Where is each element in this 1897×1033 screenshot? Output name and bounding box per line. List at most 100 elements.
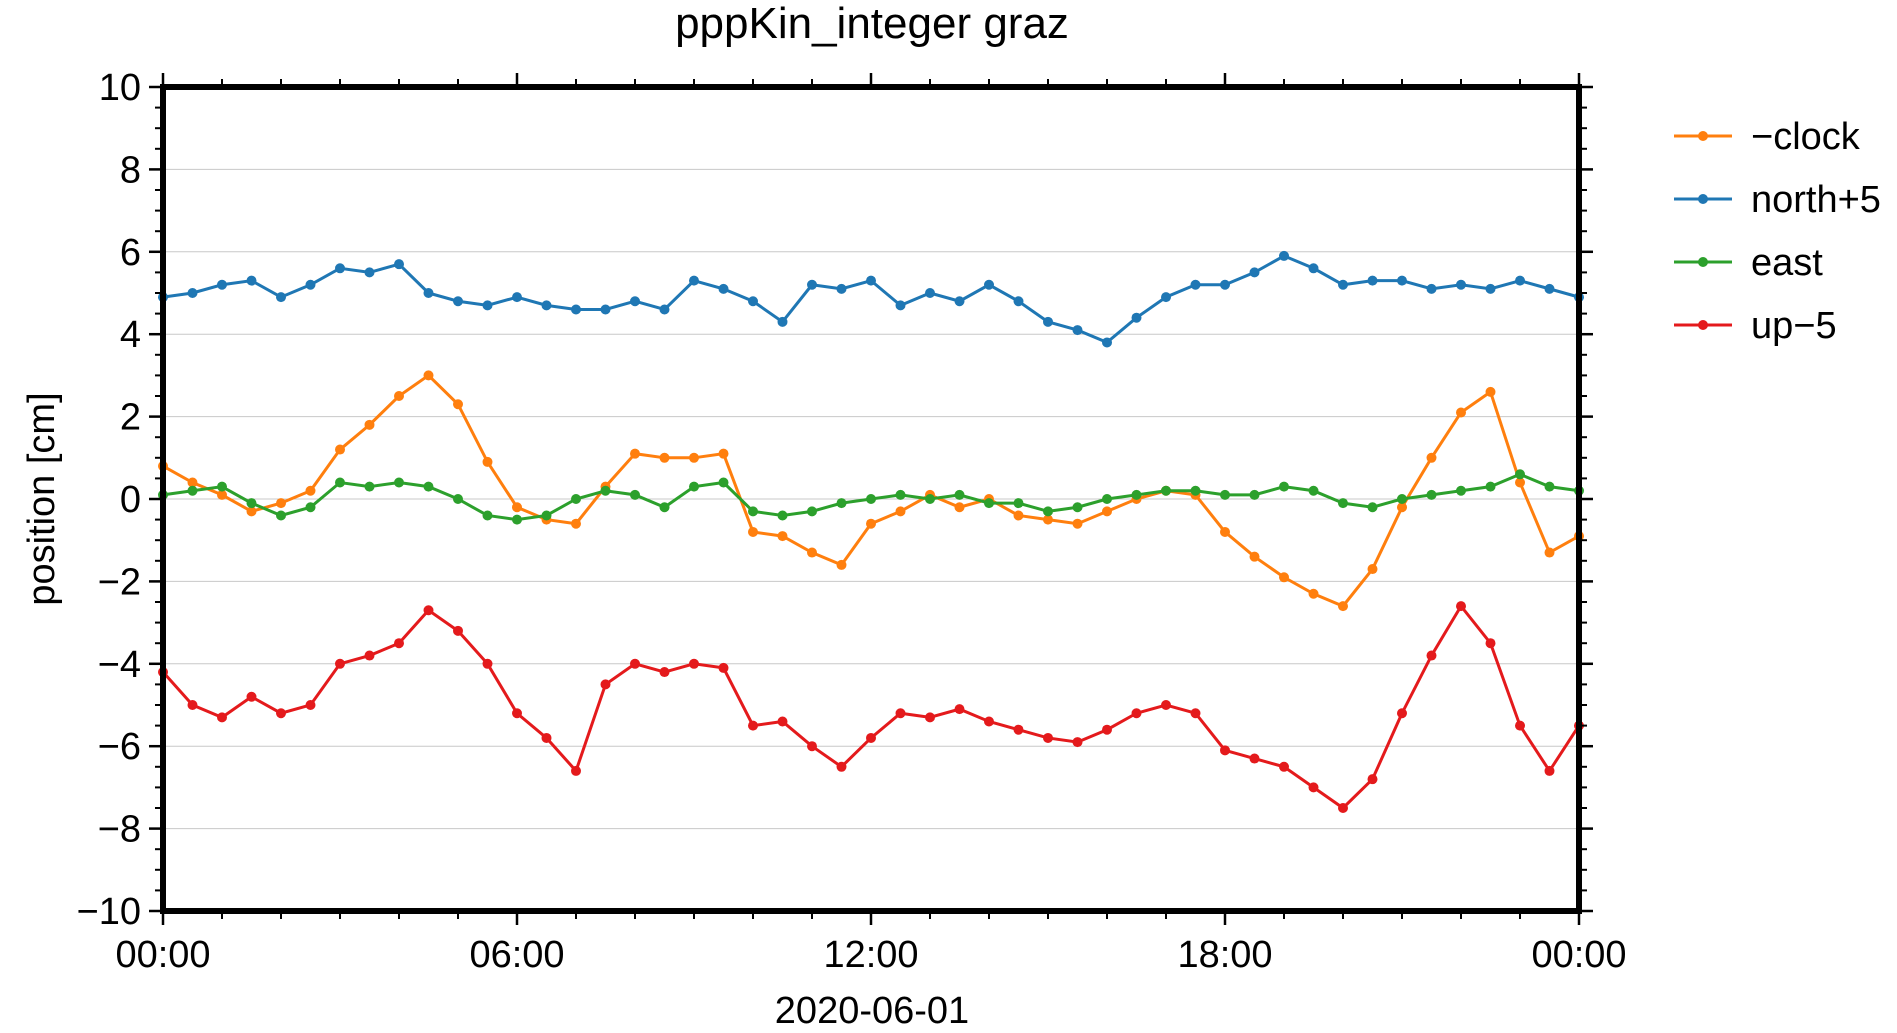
data-point bbox=[1220, 526, 1230, 537]
data-point bbox=[1308, 263, 1319, 274]
legend-item: −clock bbox=[1674, 116, 1861, 158]
y-axis-label: position [cm] bbox=[21, 392, 63, 605]
data-point bbox=[600, 679, 611, 690]
data-point bbox=[984, 498, 994, 509]
legend-label: up−5 bbox=[1751, 305, 1837, 347]
data-point bbox=[836, 761, 847, 772]
data-point bbox=[1013, 296, 1024, 307]
data-point bbox=[1367, 564, 1378, 575]
data-point bbox=[807, 279, 817, 290]
data-point bbox=[335, 477, 345, 488]
y-tick-label: −8 bbox=[98, 809, 141, 851]
data-point bbox=[512, 502, 522, 513]
data-point bbox=[335, 263, 345, 274]
data-point bbox=[1426, 283, 1437, 294]
data-point bbox=[689, 481, 699, 492]
legend-item: up−5 bbox=[1674, 305, 1837, 347]
data-point bbox=[394, 638, 404, 649]
data-point bbox=[1308, 782, 1319, 793]
axis-ticks bbox=[149, 73, 1593, 925]
data-point bbox=[1338, 498, 1348, 509]
data-point bbox=[1131, 489, 1142, 500]
data-point bbox=[1544, 765, 1555, 776]
data-point bbox=[1338, 601, 1348, 612]
data-point bbox=[895, 708, 906, 719]
data-point bbox=[925, 712, 935, 723]
y-tick-label: 4 bbox=[120, 314, 141, 356]
data-point bbox=[1131, 708, 1142, 719]
data-point bbox=[1249, 267, 1260, 278]
y-tick-label: −2 bbox=[98, 561, 141, 603]
x-tick-label: 06:00 bbox=[469, 934, 564, 976]
data-point bbox=[453, 625, 463, 636]
data-point bbox=[659, 304, 670, 315]
data-point bbox=[836, 283, 847, 294]
data-point bbox=[1397, 708, 1407, 719]
y-tick-label: 0 bbox=[120, 479, 141, 521]
series-layer bbox=[158, 250, 1584, 813]
data-point bbox=[1515, 275, 1525, 286]
legend: −clock north+5 east up−5 bbox=[1674, 116, 1881, 347]
y-tick-label: −6 bbox=[98, 726, 141, 768]
data-point bbox=[187, 700, 198, 710]
data-point bbox=[866, 494, 876, 504]
data-point bbox=[1456, 601, 1466, 612]
data-point bbox=[364, 267, 375, 278]
x-tick-labels: 00:00 06:00 12:00 18:00 00:00 bbox=[115, 934, 1626, 976]
x-tick-label: 00:00 bbox=[115, 934, 210, 976]
data-point bbox=[954, 489, 965, 500]
data-point bbox=[1161, 485, 1171, 496]
data-point bbox=[364, 650, 375, 661]
data-point bbox=[482, 300, 493, 311]
data-point bbox=[630, 489, 640, 500]
data-point bbox=[1338, 279, 1348, 290]
data-point bbox=[276, 510, 286, 521]
data-point bbox=[246, 275, 257, 286]
data-point bbox=[1308, 588, 1319, 599]
data-point bbox=[453, 399, 463, 410]
legend-item: north+5 bbox=[1674, 179, 1881, 221]
data-point bbox=[777, 510, 788, 521]
data-point bbox=[1072, 325, 1083, 336]
data-point bbox=[1367, 774, 1378, 785]
data-point bbox=[423, 288, 434, 298]
data-point bbox=[777, 316, 788, 327]
data-point bbox=[1249, 753, 1260, 764]
data-point bbox=[1397, 275, 1407, 286]
data-point bbox=[1426, 452, 1437, 463]
data-point bbox=[453, 296, 463, 307]
data-point bbox=[1102, 506, 1112, 517]
data-point bbox=[1367, 502, 1378, 513]
data-point bbox=[246, 498, 257, 509]
data-point bbox=[630, 448, 640, 459]
legend-label: east bbox=[1751, 242, 1823, 284]
data-point bbox=[1249, 551, 1260, 562]
data-point bbox=[1013, 724, 1024, 735]
data-point bbox=[748, 506, 758, 517]
data-point bbox=[305, 279, 316, 290]
data-point bbox=[1485, 283, 1496, 294]
data-point bbox=[1544, 481, 1555, 492]
data-point bbox=[984, 716, 994, 727]
data-point bbox=[718, 283, 729, 294]
data-point bbox=[1072, 502, 1083, 513]
data-point bbox=[512, 514, 522, 525]
data-point bbox=[659, 452, 670, 463]
data-point bbox=[1043, 732, 1053, 743]
data-point bbox=[394, 477, 404, 488]
data-point bbox=[364, 481, 375, 492]
data-point bbox=[276, 498, 286, 509]
data-point bbox=[718, 477, 729, 488]
data-point bbox=[1544, 547, 1555, 558]
data-point bbox=[1249, 489, 1260, 500]
data-point bbox=[1485, 481, 1496, 492]
data-point bbox=[541, 732, 552, 743]
data-point bbox=[571, 494, 581, 504]
data-point bbox=[541, 510, 552, 521]
series-line bbox=[162, 373, 1580, 608]
data-point bbox=[1190, 708, 1201, 719]
data-point bbox=[571, 518, 581, 529]
data-point bbox=[1161, 292, 1171, 303]
data-point bbox=[630, 296, 640, 307]
